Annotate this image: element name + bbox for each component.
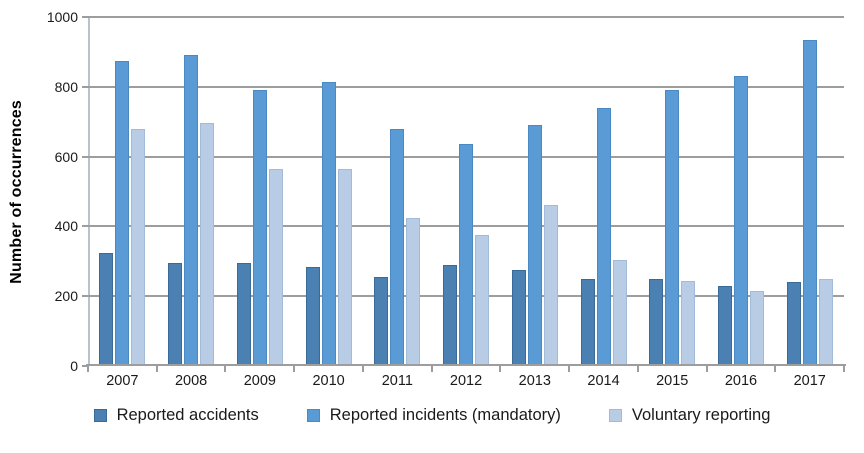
x-category-label: 2013 <box>518 373 551 389</box>
x-category-label: 2014 <box>587 373 620 389</box>
bar <box>236 263 251 366</box>
bar <box>665 90 680 366</box>
bar-group-2014 <box>569 17 638 366</box>
y-axis-line <box>88 17 90 366</box>
x-axis-category-labels: 2007 2008 2009 2010 2011 2012 2013 2014 2015 2016… <box>88 373 844 389</box>
x-category-label: 2009 <box>243 373 276 389</box>
x-category-label: 2007 <box>106 373 139 389</box>
x-tick-mark <box>705 364 708 372</box>
bar <box>818 278 833 366</box>
x-category-label: 2012 <box>449 373 483 389</box>
bar <box>612 259 627 366</box>
bar-group-2011 <box>363 17 432 366</box>
legend-label: Reported incidents (mandatory) <box>329 406 561 424</box>
bar <box>511 270 526 366</box>
bar <box>717 285 732 366</box>
y-tick-mark <box>82 16 89 18</box>
x-tick-mark <box>361 364 364 372</box>
legend-label: Reported accidents <box>116 406 259 424</box>
bar <box>131 128 146 366</box>
bar <box>374 277 389 366</box>
legend-item: Reported accidents <box>93 406 259 425</box>
x-category-label: 2016 <box>724 373 758 389</box>
bar <box>749 290 764 366</box>
x-tick-mark <box>155 364 158 372</box>
x-tick-mark <box>636 364 639 372</box>
x-tick-mark <box>293 364 296 372</box>
bar-group-2017 <box>775 17 844 366</box>
bar <box>543 205 558 366</box>
bar <box>406 217 421 366</box>
y-tick-mark <box>82 225 89 228</box>
bar <box>802 39 817 366</box>
bar <box>184 55 199 366</box>
y-tick-label: 200 <box>54 288 78 305</box>
y-tick-label: 800 <box>54 78 78 95</box>
x-tick-mark <box>499 364 502 372</box>
bar <box>268 168 283 366</box>
y-tick-label: 600 <box>54 148 78 165</box>
legend-swatch-icon <box>608 409 622 422</box>
y-tick-mark <box>82 85 89 88</box>
legend-item: Reported incidents (mandatory) <box>306 406 561 425</box>
bar <box>649 278 664 366</box>
x-category-label: 2008 <box>174 373 208 389</box>
bar-group-2007 <box>88 17 157 366</box>
bar <box>459 144 474 366</box>
bar <box>337 168 352 366</box>
x-tick-mark <box>568 364 571 372</box>
legend-label: Voluntary reporting <box>631 406 771 424</box>
bar <box>390 128 405 366</box>
x-tick-mark <box>843 364 845 372</box>
y-axis-title: Number of occurrences <box>8 99 25 284</box>
bar <box>115 60 130 366</box>
plot-area <box>88 17 844 366</box>
bar <box>596 107 611 366</box>
bar <box>252 90 267 366</box>
y-axis-title-wrap: Number of occurrences <box>4 17 30 366</box>
legend-swatch-icon <box>93 409 107 422</box>
legend-swatch-icon <box>306 409 320 422</box>
bar <box>527 125 542 366</box>
bar <box>733 76 748 366</box>
bar <box>681 280 696 366</box>
bar-group-2013 <box>500 17 569 366</box>
x-axis-line <box>86 364 846 366</box>
x-tick-mark <box>87 364 89 372</box>
bar-group-2016 <box>707 17 776 366</box>
bar <box>99 252 114 366</box>
y-tick-label: 400 <box>54 218 78 235</box>
bar <box>168 263 183 366</box>
x-tick-mark <box>224 364 227 372</box>
bar-group-2010 <box>294 17 363 366</box>
y-tick-label: 0 <box>70 358 78 374</box>
bar <box>443 264 458 366</box>
x-category-label: 2017 <box>793 373 826 389</box>
bar <box>475 235 490 366</box>
y-tick-mark <box>82 155 89 158</box>
x-tick-mark <box>430 364 433 372</box>
legend: Reported accidents Reported incidents (ma… <box>0 406 864 425</box>
gridline <box>88 85 844 88</box>
bar-group-2015 <box>638 17 707 366</box>
y-tick-mark <box>82 365 89 367</box>
bar <box>305 266 320 366</box>
x-category-label: 2011 <box>381 373 413 389</box>
bar <box>580 278 595 366</box>
bar-group-2008 <box>157 17 226 366</box>
bar <box>321 81 336 366</box>
x-category-label: 2015 <box>656 373 689 389</box>
y-tick-mark <box>82 295 89 298</box>
bar-group-2012 <box>432 17 501 366</box>
gridline <box>88 16 844 18</box>
bar-group-2009 <box>225 17 294 366</box>
legend-item: Voluntary reporting <box>608 406 771 425</box>
y-tick-label: 1000 <box>46 9 78 25</box>
x-category-label: 2010 <box>312 373 345 389</box>
bar <box>786 282 801 366</box>
x-tick-mark <box>774 364 777 372</box>
bar <box>200 123 215 366</box>
